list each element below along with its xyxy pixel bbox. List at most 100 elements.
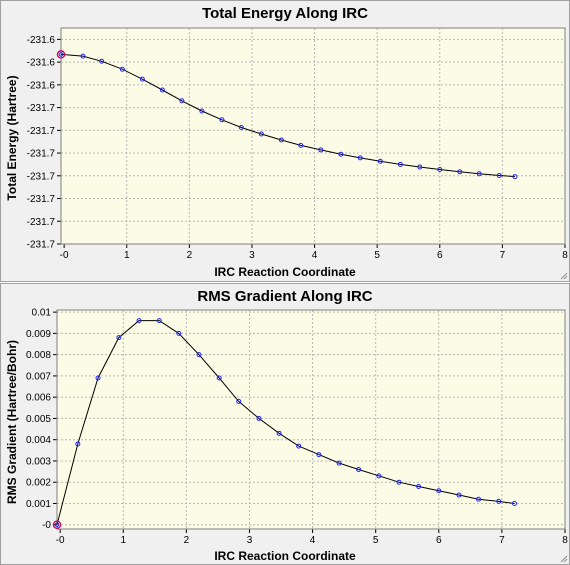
- energy-x-tick-label: 5: [374, 250, 380, 261]
- energy-data-point[interactable]: [219, 117, 225, 123]
- gradient-chart-panel: RMS Gradient Along IRC RMS Gradient (Har…: [0, 283, 570, 565]
- gradient-y-tick-label: 0.005: [26, 414, 51, 425]
- gradient-data-point[interactable]: [95, 375, 101, 381]
- resize-grip-icon[interactable]: [558, 270, 568, 280]
- gradient-y-tick-label: 0.007: [26, 371, 51, 382]
- energy-y-tick-label: -231.7: [27, 103, 56, 114]
- energy-data-point[interactable]: [199, 108, 205, 114]
- gradient-data-point[interactable]: [456, 492, 462, 498]
- gradient-data-point[interactable]: [136, 318, 142, 324]
- gradient-y-tick-label: 0.002: [26, 478, 51, 489]
- gradient-x-tick-label: 4: [310, 535, 316, 546]
- gradient-chart-plot[interactable]: -0 1 2 3 4 5 6 7 8 -0 0.001 0.002 0.003 0.004 0.005 0.0…: [1, 284, 569, 564]
- energy-y-tick-label: -231.7: [27, 217, 56, 228]
- energy-data-point[interactable]: [159, 87, 165, 93]
- energy-data-point[interactable]: [238, 124, 244, 130]
- gradient-data-point[interactable]: [236, 398, 242, 404]
- gradient-data-point[interactable]: [316, 452, 322, 458]
- energy-y-tick-label: -231.7: [27, 194, 56, 205]
- gradient-data-point[interactable]: [512, 500, 518, 506]
- gradient-x-tick-label: 3: [247, 535, 253, 546]
- gradient-x-axis-label: IRC Reaction Coordinate: [214, 549, 356, 563]
- energy-y-tick-label: -231.6: [27, 58, 56, 69]
- gradient-data-point[interactable]: [376, 473, 382, 479]
- energy-y-tick-label: -231.7: [27, 240, 56, 251]
- energy-data-point[interactable]: [338, 151, 344, 157]
- gradient-data-point[interactable]: [176, 330, 182, 336]
- resize-grip-icon[interactable]: [558, 553, 568, 563]
- energy-x-axis-label: IRC Reaction Coordinate: [214, 265, 356, 279]
- energy-data-point[interactable]: [179, 98, 185, 104]
- energy-y-tick-label: -231.7: [27, 126, 56, 137]
- energy-data-point[interactable]: [139, 76, 145, 82]
- gradient-data-point[interactable]: [336, 460, 342, 466]
- gradient-x-tick-label: 8: [562, 535, 568, 546]
- gradient-data-point[interactable]: [256, 415, 262, 421]
- energy-data-point[interactable]: [318, 147, 324, 153]
- gradient-data-point[interactable]: [54, 522, 60, 528]
- energy-data-point[interactable]: [357, 155, 363, 161]
- energy-data-point[interactable]: [58, 52, 64, 57]
- gradient-y-tick-label: 0.001: [26, 499, 51, 510]
- energy-data-point[interactable]: [512, 174, 518, 180]
- energy-x-tick-label: 4: [312, 250, 318, 261]
- gradient-x-tick-label: 5: [373, 535, 379, 546]
- energy-series-line: [60, 53, 515, 178]
- energy-x-tick-label: 3: [249, 250, 255, 261]
- energy-data-point[interactable]: [437, 167, 443, 173]
- gradient-x-tick-label: 1: [120, 535, 126, 546]
- energy-plot-border: [60, 27, 566, 245]
- gradient-data-point[interactable]: [216, 375, 222, 381]
- energy-data-point[interactable]: [377, 158, 383, 164]
- gradient-x-tick-label: -0: [56, 535, 65, 546]
- energy-y-tick-label: -231.7: [27, 149, 56, 160]
- gradient-data-point[interactable]: [436, 488, 442, 494]
- energy-chart-plot[interactable]: -0 1 2 3 4 5 6 7 8 -231.6 -231.6 -231.6 -231.7 -231.7…: [1, 1, 569, 281]
- energy-chart-panel: Total Energy Along IRC Total Energy (Har…: [0, 0, 570, 282]
- gradient-y-tick-label: 0.004: [26, 435, 51, 446]
- energy-data-point[interactable]: [496, 173, 502, 179]
- gradient-y-tick-label: 0.003: [26, 456, 51, 467]
- energy-data-point[interactable]: [119, 66, 125, 72]
- energy-x-tick-label: -0: [60, 250, 69, 261]
- gradient-current-point-marker[interactable]: [52, 520, 62, 529]
- gradient-data-point[interactable]: [396, 479, 402, 485]
- energy-data-point[interactable]: [298, 142, 304, 148]
- gradient-y-tick-label: 0.006: [26, 393, 51, 404]
- energy-x-tick-label: 6: [437, 250, 443, 261]
- gradient-plot-border: [56, 309, 566, 530]
- gradient-data-point[interactable]: [196, 352, 202, 358]
- gradient-y-tick-label: 0.01: [32, 308, 52, 319]
- energy-data-point[interactable]: [397, 161, 403, 167]
- gradient-plot-area: [56, 309, 566, 530]
- energy-data-point[interactable]: [457, 169, 463, 175]
- energy-x-tick-label: 2: [187, 250, 193, 261]
- energy-data-point[interactable]: [99, 58, 105, 64]
- energy-x-tick-label: 1: [124, 250, 130, 261]
- gradient-x-tick-label: 2: [184, 535, 190, 546]
- gradient-data-point[interactable]: [496, 498, 502, 504]
- energy-current-point-marker[interactable]: [56, 50, 66, 59]
- gradient-data-point[interactable]: [75, 441, 81, 447]
- energy-y-tick-label: -231.6: [27, 80, 56, 91]
- gradient-y-tick-label: -0: [42, 520, 51, 531]
- gradient-y-tick-label: 0.009: [26, 329, 51, 340]
- energy-data-point[interactable]: [278, 137, 284, 143]
- gradient-data-point[interactable]: [276, 430, 282, 436]
- energy-data-point[interactable]: [476, 171, 482, 177]
- gradient-data-point[interactable]: [116, 335, 122, 341]
- energy-data-point[interactable]: [80, 53, 86, 59]
- gradient-data-point[interactable]: [416, 483, 422, 489]
- gradient-x-tick-label: 6: [436, 535, 442, 546]
- gradient-data-point[interactable]: [356, 466, 362, 472]
- gradient-data-point[interactable]: [296, 443, 302, 449]
- energy-data-point[interactable]: [417, 164, 423, 170]
- gradient-x-tick-label: 7: [499, 535, 505, 546]
- energy-chart-title: Total Energy Along IRC: [202, 5, 368, 22]
- energy-data-point[interactable]: [258, 131, 264, 137]
- energy-y-tick-label: -231.7: [27, 171, 56, 182]
- gradient-data-point[interactable]: [156, 318, 162, 324]
- energy-y-tick-label: -231.6: [27, 35, 56, 46]
- gradient-data-point[interactable]: [476, 496, 482, 502]
- gradient-chart-title: RMS Gradient Along IRC: [197, 288, 373, 305]
